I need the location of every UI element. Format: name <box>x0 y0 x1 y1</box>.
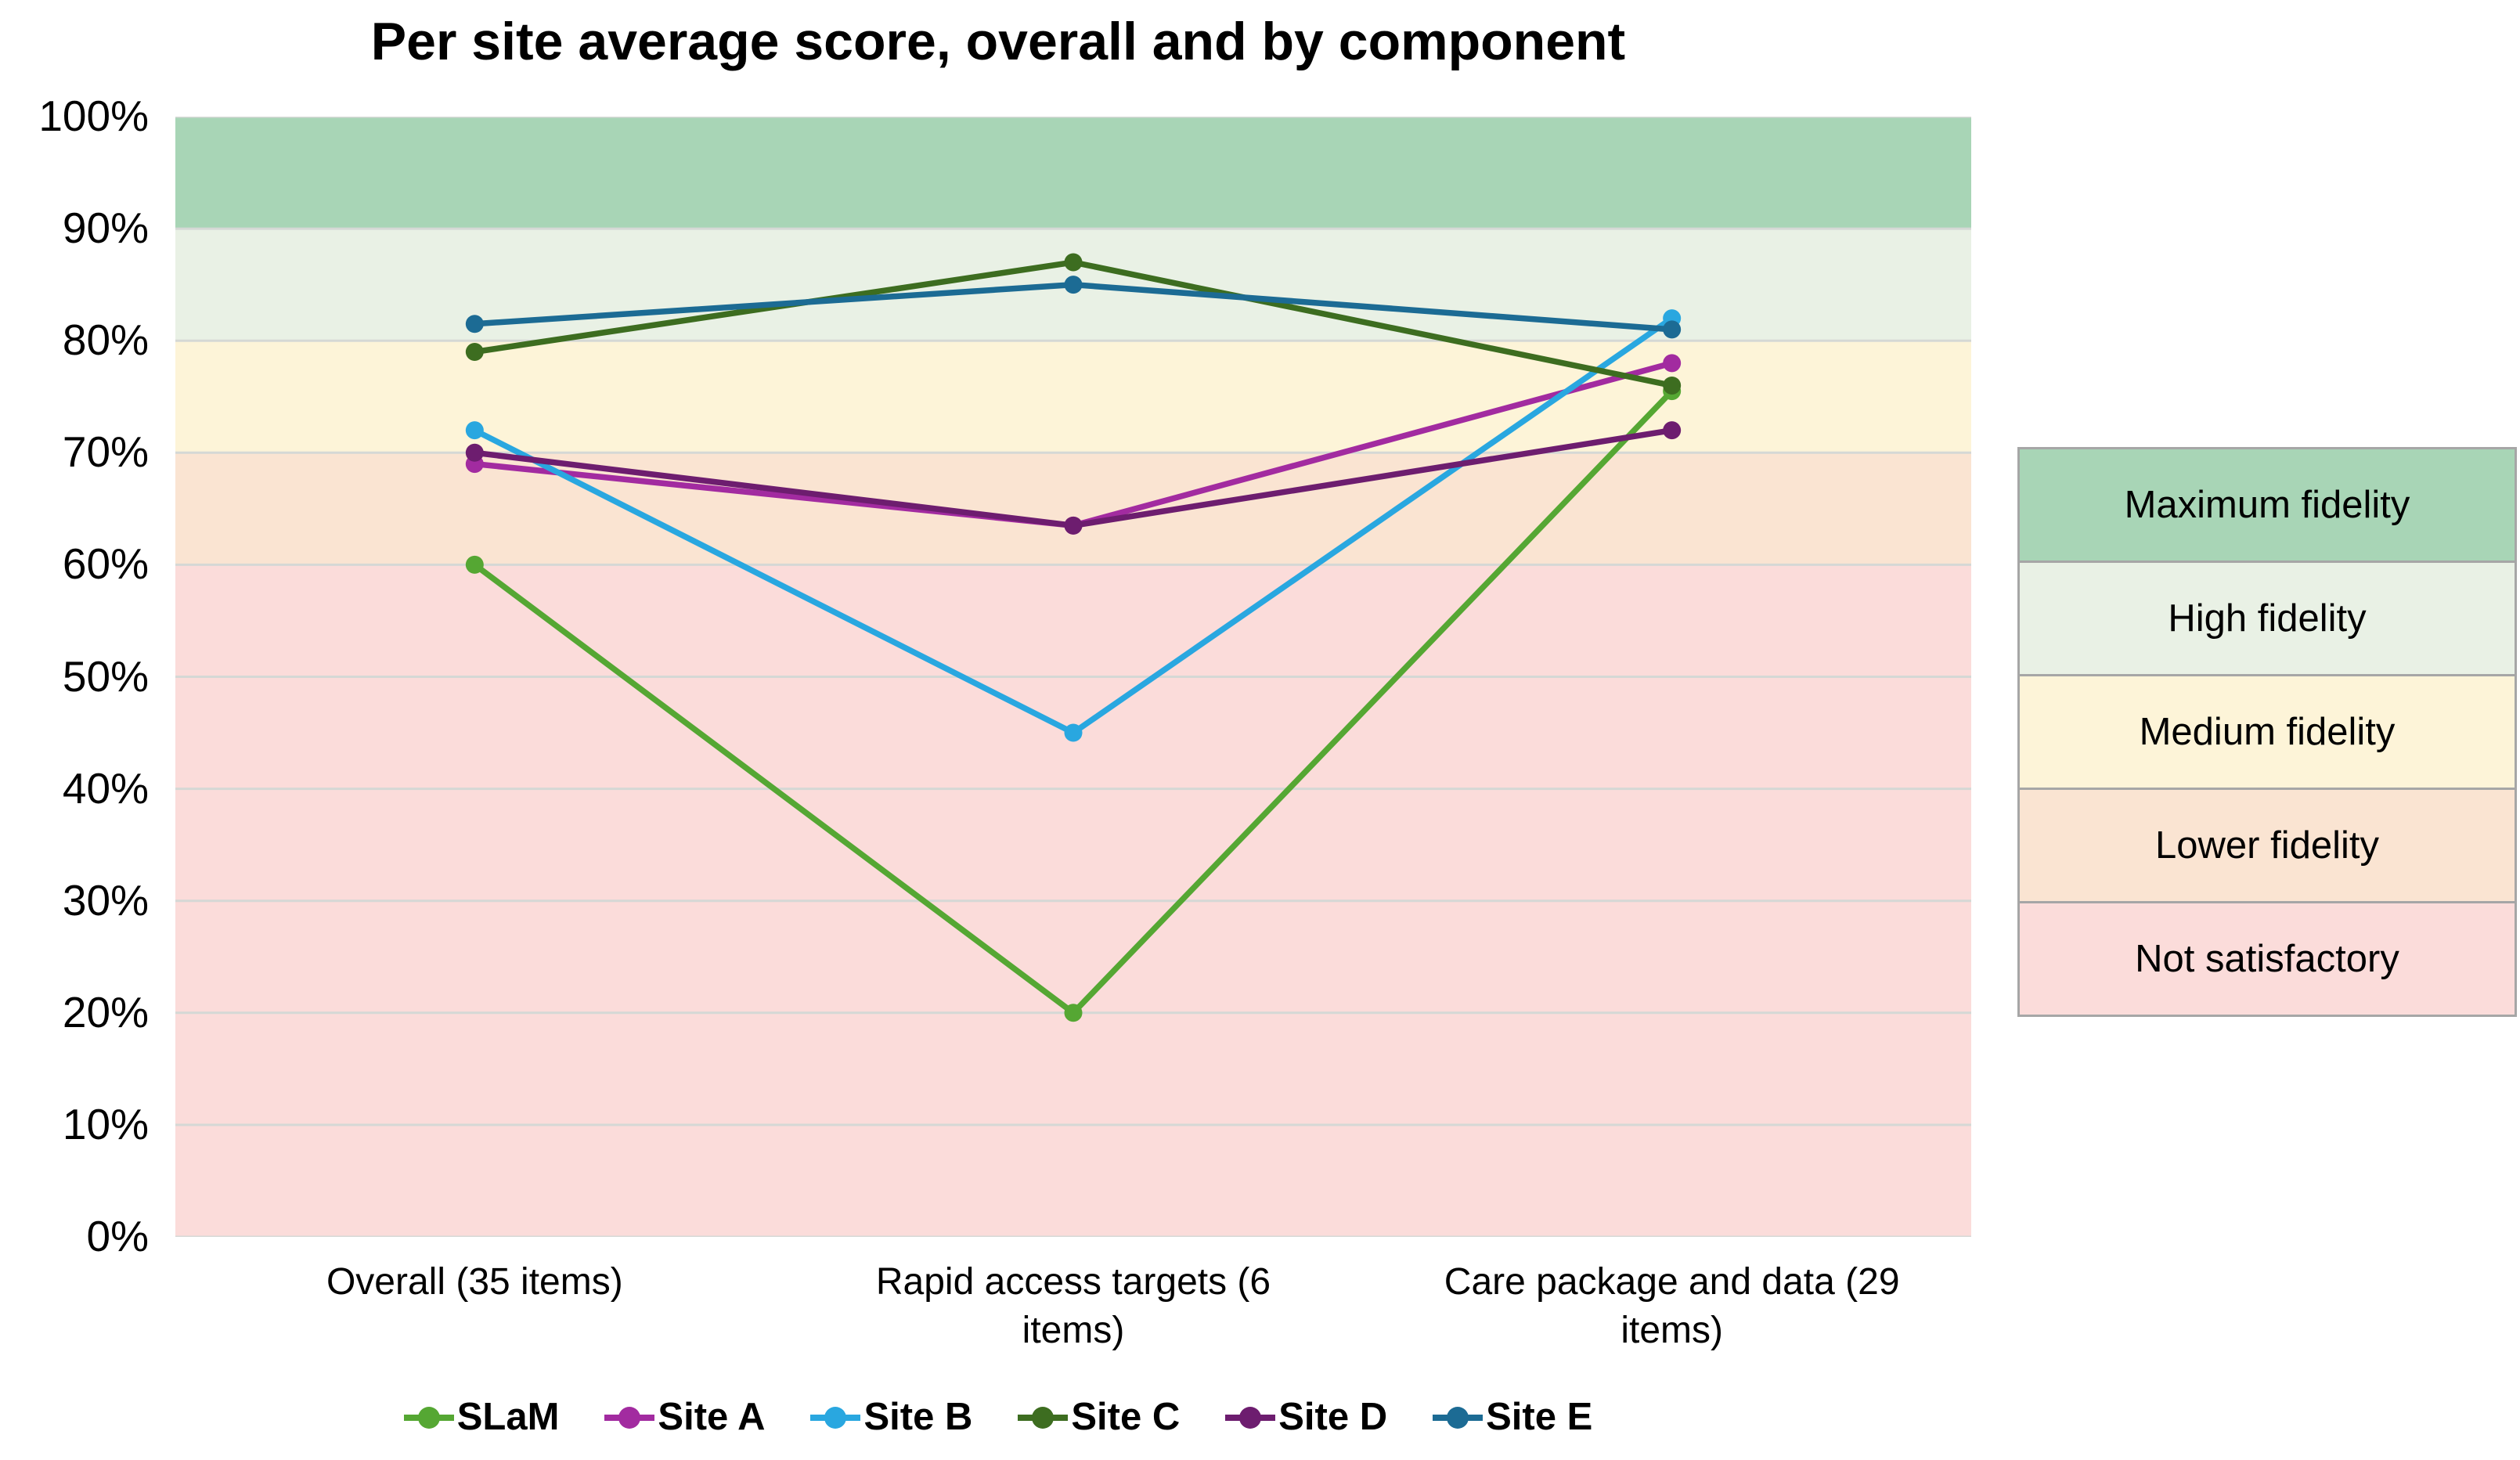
plot-canvas <box>175 117 1971 1237</box>
data-point-site-d <box>1064 516 1083 535</box>
legend-item-site-a: Site A <box>604 1398 765 1437</box>
legend-label: Site A <box>658 1396 766 1438</box>
data-point-site-d <box>465 443 484 462</box>
data-point-site-a <box>1663 354 1682 373</box>
y-tick-label: 10% <box>62 1099 149 1148</box>
data-point-site-c <box>1064 253 1083 272</box>
legend-label: Site C <box>1071 1396 1181 1438</box>
fidelity-legend-row-high-fidelity: High fidelity <box>2020 561 2515 674</box>
legend-label: Site B <box>863 1396 973 1438</box>
legend-dot <box>618 1406 641 1429</box>
legend-item-site-c: Site C <box>1018 1398 1180 1437</box>
plot-area <box>175 117 1971 1237</box>
legend-label: Site D <box>1278 1396 1388 1438</box>
data-point-site-e <box>465 315 484 333</box>
line-marker-icon <box>1225 1406 1276 1429</box>
legend-dot <box>824 1406 847 1429</box>
legend-label: SLaM <box>456 1396 560 1438</box>
fidelity-legend: Maximum fidelity High fidelity Medium fide… <box>2017 447 2517 1017</box>
band-lower-fidelity <box>175 452 1971 565</box>
legend-dot <box>1447 1406 1469 1429</box>
x-category-label: Care package and data (29 items) <box>1444 1261 1900 1351</box>
fidelity-legend-row-maximum-fidelity: Maximum fidelity <box>2020 449 2515 561</box>
line-marker-icon <box>403 1406 454 1429</box>
data-point-site-b <box>465 421 484 440</box>
y-tick-label: 100% <box>38 92 149 140</box>
data-point-site-e <box>1663 320 1682 339</box>
legend-item-site-d: Site D <box>1225 1398 1387 1437</box>
y-tick-label: 90% <box>62 204 149 253</box>
fidelity-legend-row-lower-fidelity: Lower fidelity <box>2020 788 2515 901</box>
x-category-label: Rapid access targets (6 items) <box>875 1261 1271 1351</box>
legend-label: Site E <box>1486 1396 1593 1438</box>
data-point-site-b <box>1064 723 1083 742</box>
line-marker-icon <box>604 1406 655 1429</box>
legend-item-site-b: Site B <box>810 1398 972 1437</box>
series-legend: SLaM Site A Site B Site C Site D Site E <box>0 1398 1996 1437</box>
y-tick-label: 80% <box>62 315 149 365</box>
legend-item-slam: SLaM <box>403 1396 560 1438</box>
data-point-site-c <box>465 343 484 362</box>
legend-dot <box>1032 1406 1055 1429</box>
data-point-slam <box>1064 1004 1083 1022</box>
y-tick-label: 60% <box>62 539 149 589</box>
data-point-site-e <box>1064 276 1083 294</box>
band-medium-fidelity <box>175 341 1971 453</box>
y-tick-label: 50% <box>62 651 149 701</box>
line-marker-icon <box>1018 1406 1069 1429</box>
data-point-site-d <box>1663 421 1682 440</box>
y-tick-label: 0% <box>86 1212 150 1260</box>
data-point-slam <box>465 555 484 574</box>
y-tick-label: 20% <box>62 987 149 1036</box>
legend-item-site-e: Site E <box>1433 1398 1592 1437</box>
legend-dot <box>417 1406 440 1429</box>
fidelity-legend-row-not-satisfactory: Not satisfactory <box>2020 901 2515 1015</box>
legend-dot <box>1239 1406 1262 1429</box>
y-tick-label: 30% <box>62 875 149 925</box>
y-tick-label: 70% <box>62 427 149 477</box>
data-point-site-c <box>1663 376 1682 395</box>
line-marker-icon <box>1433 1406 1484 1429</box>
band-maximum-fidelity <box>175 117 1971 229</box>
line-marker-icon <box>810 1406 861 1429</box>
x-category-label: Overall (35 items) <box>326 1261 623 1303</box>
fidelity-legend-row-medium-fidelity: Medium fidelity <box>2020 674 2515 788</box>
y-tick-label: 40% <box>62 763 149 813</box>
chart-title: Per site average score, overall and by c… <box>370 12 1626 71</box>
